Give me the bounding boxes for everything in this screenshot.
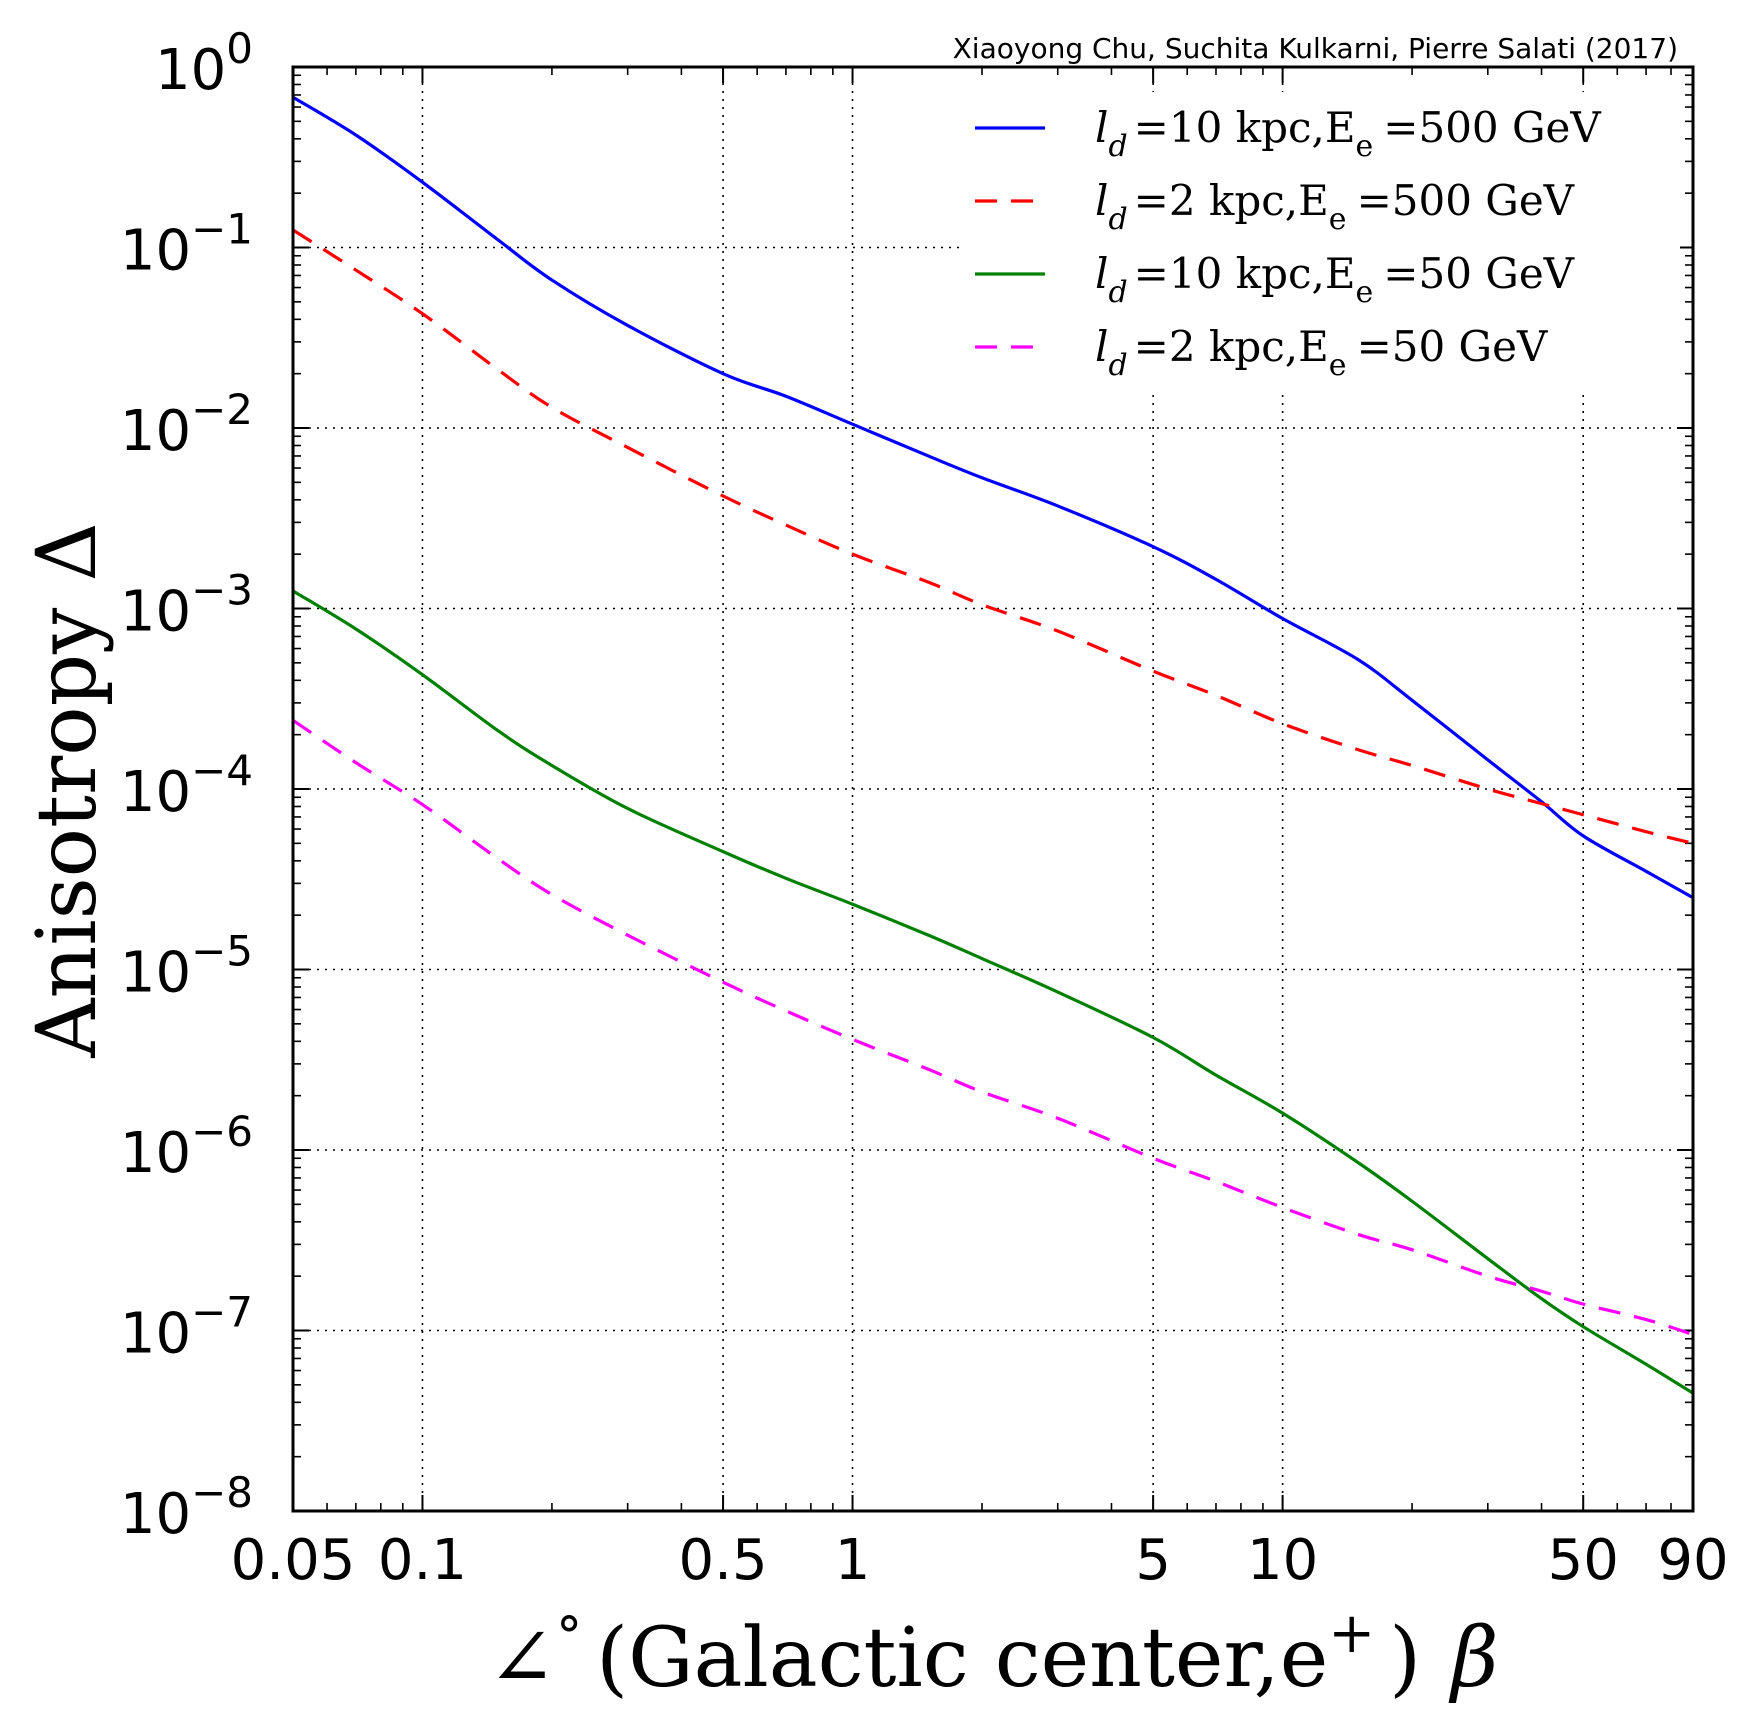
series-line-blue-solid bbox=[293, 95, 1693, 900]
x-axis-main: (Galactic center,e bbox=[596, 1611, 1328, 1706]
y-tick-base: 10 bbox=[120, 219, 191, 284]
y-tick-label: 10−3 bbox=[120, 566, 253, 645]
y-tick-label: 10−1 bbox=[120, 205, 253, 284]
legend-part-e: e bbox=[1356, 275, 1374, 310]
legend-part-l: l bbox=[1095, 103, 1108, 152]
legend-label-magenta-dashed: ld =2 kpc,Ee =50 GeV bbox=[1095, 322, 1548, 383]
legend-part-tail: =500 GeV bbox=[1357, 176, 1575, 225]
x-axis-title: ∠° (Galactic center,e+) β bbox=[487, 1601, 1498, 1706]
y-tick-exp: 0 bbox=[226, 24, 253, 73]
y-tick-base: 10 bbox=[155, 38, 226, 103]
y-tick-label: 10−8 bbox=[120, 1468, 253, 1547]
plot-frame bbox=[291, 65, 1695, 1513]
y-tick-label: 10−6 bbox=[120, 1107, 253, 1186]
x-tick-labels: 0.05 0.1 0.5 1 5 10 50 90 bbox=[231, 1528, 1729, 1593]
legend-part-tail: =50 GeV bbox=[1357, 322, 1548, 371]
y-tick-exp: −8 bbox=[191, 1468, 253, 1517]
legend-part-mid: =10 kpc,E bbox=[1134, 103, 1356, 152]
x-tick-label: 0.5 bbox=[679, 1528, 768, 1593]
legend-label-red-dashed: ld =2 kpc,Ee =500 GeV bbox=[1095, 176, 1575, 237]
legend-part-tail: =50 GeV bbox=[1383, 249, 1574, 298]
legend-part-mid: =2 kpc,E bbox=[1134, 176, 1329, 225]
y-tick-base: 10 bbox=[120, 941, 191, 1006]
y-tick-base: 10 bbox=[120, 1302, 191, 1367]
y-tick-base: 10 bbox=[120, 399, 191, 464]
y-axis-title: Anisotropy Δ bbox=[20, 522, 115, 1058]
x-axis-sup: + bbox=[1328, 1601, 1375, 1666]
legend-part-d: d bbox=[1108, 275, 1127, 310]
x-axis-beta: β bbox=[1448, 1611, 1498, 1706]
x-tick-label: 1 bbox=[835, 1528, 871, 1593]
legend-part-e: e bbox=[1356, 129, 1374, 164]
legend-part-tail: =500 GeV bbox=[1383, 103, 1601, 152]
y-tick-base: 10 bbox=[120, 1121, 191, 1186]
legend-part-e: e bbox=[1329, 202, 1347, 237]
legend-part-mid: =2 kpc,E bbox=[1134, 322, 1329, 371]
x-tick-label: 5 bbox=[1135, 1528, 1171, 1593]
y-tick-base: 10 bbox=[120, 1482, 191, 1547]
y-tick-label: 100 bbox=[155, 24, 253, 103]
y-tick-exp: −5 bbox=[191, 927, 253, 976]
x-tick-label: 0.05 bbox=[231, 1528, 356, 1593]
y-tick-label: 10−4 bbox=[120, 746, 253, 825]
y-tick-exp: −3 bbox=[191, 566, 253, 615]
y-tick-label: 10−7 bbox=[120, 1288, 253, 1367]
legend-part-l: l bbox=[1095, 322, 1108, 371]
legend-part-d: d bbox=[1108, 202, 1127, 237]
y-tick-exp: −1 bbox=[191, 205, 253, 254]
legend-background bbox=[960, 92, 1680, 392]
series-line-red-dashed bbox=[293, 228, 1693, 845]
series-line-green-solid bbox=[293, 589, 1693, 1395]
series-line-magenta-dashed bbox=[293, 719, 1693, 1337]
x-axis-close: ) bbox=[1389, 1611, 1421, 1706]
y-tick-base: 10 bbox=[120, 580, 191, 645]
x-tick-label: 50 bbox=[1548, 1528, 1619, 1593]
legend-part-l: l bbox=[1095, 249, 1108, 298]
y-tick-exp: −2 bbox=[191, 385, 253, 434]
legend-label-green-solid: ld =10 kpc,Ee =50 GeV bbox=[1095, 249, 1575, 310]
legend-part-e: e bbox=[1329, 348, 1347, 383]
legend-part-mid: =10 kpc,E bbox=[1134, 249, 1356, 298]
series-layer bbox=[293, 95, 1693, 1395]
credit-text: Xiaoyong Chu, Suchita Kulkarni, Pierre S… bbox=[953, 32, 1678, 65]
legend-label-blue-solid: ld =10 kpc,Ee =500 GeV bbox=[1095, 103, 1601, 164]
y-tick-label: 10−5 bbox=[120, 927, 253, 1006]
y-tick-label: 10−2 bbox=[120, 385, 253, 464]
legend-part-l: l bbox=[1095, 176, 1108, 225]
x-tick-label: 10 bbox=[1247, 1528, 1318, 1593]
x-axis-angle-symbol: ∠ bbox=[487, 1611, 556, 1706]
x-tick-label: 90 bbox=[1657, 1528, 1728, 1593]
y-tick-base: 10 bbox=[120, 760, 191, 825]
legend-part-d: d bbox=[1108, 348, 1127, 383]
y-tick-exp: −6 bbox=[191, 1107, 253, 1156]
x-axis-degree: ° bbox=[556, 1607, 582, 1667]
x-tick-label: 0.1 bbox=[378, 1528, 467, 1593]
legend-part-d: d bbox=[1108, 129, 1127, 164]
y-tick-exp: −4 bbox=[191, 746, 253, 795]
y-tick-exp: −7 bbox=[191, 1288, 253, 1337]
